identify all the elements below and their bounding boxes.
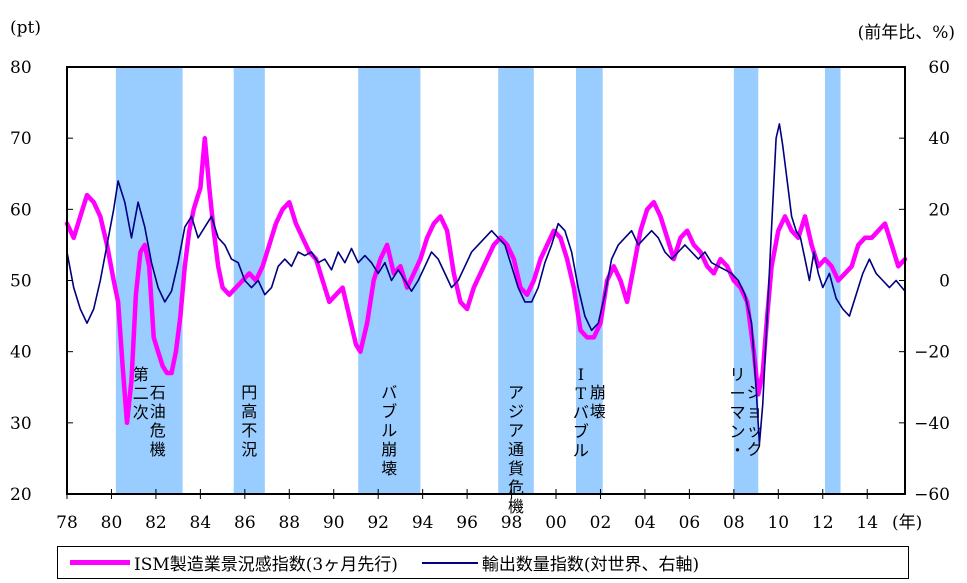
svg-text:バ: バ [381, 383, 397, 402]
svg-text:油: 油 [150, 402, 166, 421]
svg-text:ル: ル [381, 421, 397, 440]
svg-text:壊: 壊 [590, 402, 606, 421]
y-left-label-6: 80 [10, 58, 32, 78]
legend-item-export: 輸出数量指数(対世界、右軸) [421, 550, 700, 575]
svg-text:I: I [578, 365, 584, 384]
x-label-14: 06 [679, 513, 701, 533]
x-label-0: 78 [56, 513, 78, 533]
svg-text:二: 二 [133, 384, 149, 403]
recession-band-4 [576, 67, 603, 494]
x-label-2: 82 [145, 513, 167, 533]
x-label-15: 08 [723, 513, 745, 533]
legend-swatch-export [421, 561, 478, 564]
svg-text:況: 況 [241, 440, 257, 459]
recession-band-6 [824, 67, 841, 494]
svg-text:ア: ア [508, 383, 524, 402]
right-axis-unit: (前年比、%) [857, 23, 955, 43]
left-axis-unit: (pt) [10, 18, 41, 38]
x-label-6: 90 [323, 513, 345, 533]
svg-text:リ: リ [730, 365, 746, 384]
y-left-label-0: 20 [10, 485, 32, 505]
y-left-label-2: 40 [10, 343, 32, 363]
recession-label-4-0: 崩壊 [590, 383, 606, 421]
x-label-5: 88 [278, 513, 300, 533]
x-label-10: 98 [501, 513, 523, 533]
x-label-11: 00 [545, 513, 567, 533]
y-right-label-0: −60 [914, 485, 950, 505]
svg-text:ル: ル [573, 441, 589, 460]
y-left-label-3: 50 [10, 272, 32, 292]
y-right-label-1: −40 [914, 414, 950, 434]
legend-label-ism: ISM製造業景況感指数(3ヶ月先行) [134, 555, 398, 575]
y-right-label-4: 20 [928, 200, 950, 220]
x-label-16: 10 [767, 513, 789, 533]
y-left-label-1: 30 [10, 414, 32, 434]
svg-text:高: 高 [241, 402, 257, 421]
svg-text:崩: 崩 [590, 383, 606, 402]
svg-text:機: 機 [508, 497, 524, 516]
svg-text:ブ: ブ [573, 422, 589, 441]
svg-text:ジ: ジ [508, 402, 524, 421]
svg-text:ア: ア [508, 421, 524, 440]
svg-text:ブ: ブ [381, 402, 397, 421]
svg-text:通: 通 [508, 440, 524, 459]
legend-item-ism: ISM製造業景況感指数(3ヶ月先行) [70, 550, 398, 575]
svg-text:円: 円 [241, 383, 257, 402]
svg-text:ク: ク [747, 440, 763, 459]
svg-text:ョ: ョ [747, 402, 763, 421]
svg-text:T: T [576, 384, 587, 403]
plot-frame [66, 66, 906, 495]
series-lines [64, 123, 908, 446]
svg-text:危: 危 [150, 421, 166, 440]
x-label-13: 04 [634, 513, 656, 533]
y-left-label-5: 70 [10, 129, 32, 149]
x-label-9: 96 [456, 513, 478, 533]
x-axis-unit: (年) [892, 513, 922, 533]
x-label-1: 80 [101, 513, 123, 533]
svg-text:ン: ン [730, 422, 746, 441]
svg-text:ー: ー [730, 384, 746, 403]
recession-label-0-1: 第二次 [133, 365, 149, 422]
x-label-4: 86 [234, 513, 256, 533]
svg-text:次: 次 [133, 403, 149, 422]
svg-text:バ: バ [573, 403, 589, 422]
svg-text:マ: マ [730, 403, 746, 422]
y-right-label-2: −20 [914, 343, 950, 363]
svg-text:不: 不 [241, 421, 257, 440]
recession-bands [115, 67, 841, 494]
svg-text:壊: 壊 [381, 459, 397, 478]
svg-text:第: 第 [133, 365, 149, 384]
legend-swatch-ism [70, 560, 130, 565]
recession-band-1 [233, 67, 265, 494]
series-line-0 [64, 135, 908, 426]
svg-text:石: 石 [150, 383, 166, 402]
x-label-8: 94 [412, 513, 434, 533]
y-right-label-6: 60 [928, 58, 950, 78]
x-label-17: 12 [812, 513, 834, 533]
series-line-1 [66, 123, 906, 446]
svg-text:機: 機 [150, 440, 166, 459]
legend: ISM製造業景況感指数(3ヶ月先行) 輸出数量指数(対世界、右軸) [57, 546, 909, 579]
svg-text:・: ・ [730, 441, 746, 460]
y-left-label-4: 60 [10, 200, 32, 220]
x-label-18: 14 [856, 513, 878, 533]
x-label-7: 92 [367, 513, 389, 533]
svg-text:貨: 貨 [508, 459, 524, 478]
y-right-label-3: 0 [939, 272, 950, 292]
svg-text:崩: 崩 [381, 440, 397, 459]
y-right-label-5: 40 [928, 129, 950, 149]
x-label-12: 02 [590, 513, 612, 533]
x-label-3: 84 [190, 513, 212, 533]
legend-label-export: 輸出数量指数(対世界、右軸) [481, 555, 700, 575]
